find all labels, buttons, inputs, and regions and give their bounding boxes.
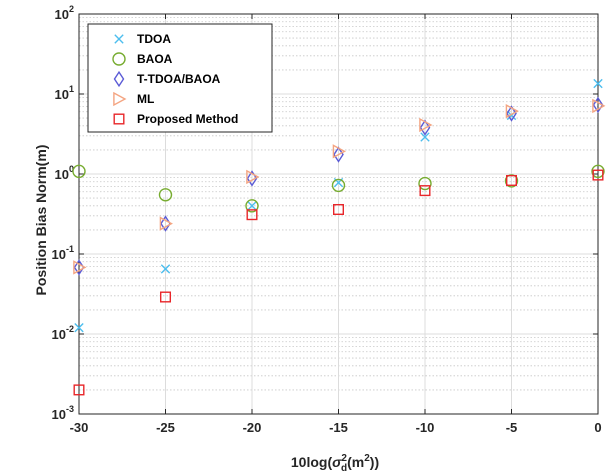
legend-entry: T-TDOA/BAOA <box>113 70 221 88</box>
data-point <box>160 264 171 274</box>
data-marks <box>72 78 606 396</box>
data-point <box>332 144 346 159</box>
data-point <box>591 164 605 179</box>
data-point <box>506 174 518 186</box>
data-point <box>159 216 173 231</box>
x-tick-label: -30 <box>70 420 89 435</box>
data-point <box>247 201 257 211</box>
data-point <box>246 209 258 221</box>
legend-entry: TDOA <box>114 32 171 46</box>
data-point <box>504 174 519 188</box>
data-point <box>418 176 432 191</box>
legend-label: TDOA <box>137 32 171 46</box>
data-point <box>592 96 604 114</box>
data-point <box>331 178 346 193</box>
data-point <box>420 132 430 142</box>
legend-label: Proposed Method <box>137 112 238 126</box>
x-tick-label: -20 <box>243 420 262 435</box>
data-point <box>419 119 431 136</box>
legend-label: BAOA <box>137 52 173 66</box>
series-proposed-method <box>73 169 604 396</box>
series-baoa <box>72 164 605 213</box>
x-tick-label: -10 <box>416 420 435 435</box>
data-point <box>506 105 517 122</box>
y-tick-label: 101 <box>55 84 74 102</box>
y-tick-label: 10-1 <box>52 244 74 262</box>
data-point <box>505 103 519 119</box>
x-tick-label: -5 <box>506 420 518 435</box>
legend-marker <box>113 70 125 88</box>
y-tick-label: 102 <box>55 4 74 22</box>
legend-marker <box>112 52 126 66</box>
data-point <box>159 291 171 303</box>
data-point <box>245 199 259 213</box>
data-point <box>72 164 86 179</box>
data-point <box>333 203 345 215</box>
data-point <box>73 260 87 275</box>
y-tick-label: 100 <box>55 164 74 182</box>
data-point <box>592 98 606 114</box>
legend-marker <box>113 91 127 107</box>
data-point <box>158 188 173 202</box>
y-tick-label: 10-3 <box>52 404 74 422</box>
series-ml <box>73 98 606 275</box>
x-tick-label: 0 <box>594 420 601 435</box>
data-point <box>246 170 258 187</box>
legend-label: T-TDOA/BAOA <box>137 72 221 86</box>
data-point <box>419 185 431 197</box>
legend-marker <box>113 113 125 125</box>
legend-entry: ML <box>113 91 154 107</box>
data-point <box>246 169 260 185</box>
legend-label: ML <box>137 92 154 106</box>
data-point <box>419 117 433 133</box>
y-axis-label: Position Bias Norm(m) <box>33 145 49 296</box>
legend-entry: BAOA <box>112 52 173 66</box>
x-axis-label: 10log(σ2 d(m2)) <box>291 453 379 474</box>
axes: -30 -25 -20 -15 -10 -5 0 10-3 10-2 10-1 100 101 102 <box>52 4 602 435</box>
x-tick-label: -25 <box>156 420 175 435</box>
legend-entry: Proposed Method <box>113 112 238 126</box>
y-tick-label: 10-2 <box>52 324 74 342</box>
data-point <box>592 169 604 181</box>
data-point <box>73 384 85 396</box>
x-tick-label: -15 <box>329 420 348 435</box>
data-point <box>593 78 603 89</box>
legend-marker <box>114 34 124 44</box>
data-point <box>74 322 84 333</box>
legend: TDOA BAOA T-TDOA/BAOA ML Proposed Method <box>87 23 273 133</box>
